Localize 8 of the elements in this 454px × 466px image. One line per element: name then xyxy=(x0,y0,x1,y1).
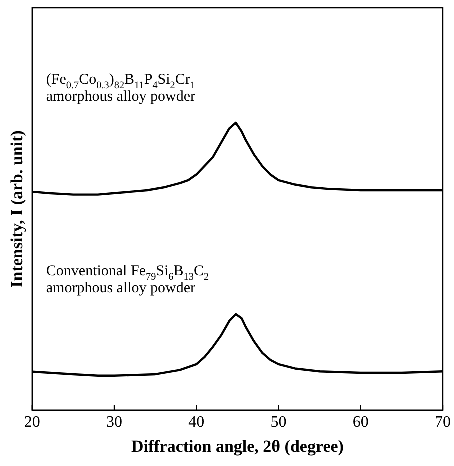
y-axis-title: Intensity, I (arb. unit) xyxy=(8,130,27,288)
x-tick-label: 20 xyxy=(24,414,40,432)
x-tick-label: 70 xyxy=(435,414,451,432)
x-tick-label: 40 xyxy=(188,414,205,432)
x-axis-title: Diffraction angle, 2θ (degree) xyxy=(131,437,344,456)
x-tick-label: 60 xyxy=(352,414,369,432)
x-tick-label: 50 xyxy=(270,414,287,432)
x-tick-label: 30 xyxy=(106,414,123,432)
